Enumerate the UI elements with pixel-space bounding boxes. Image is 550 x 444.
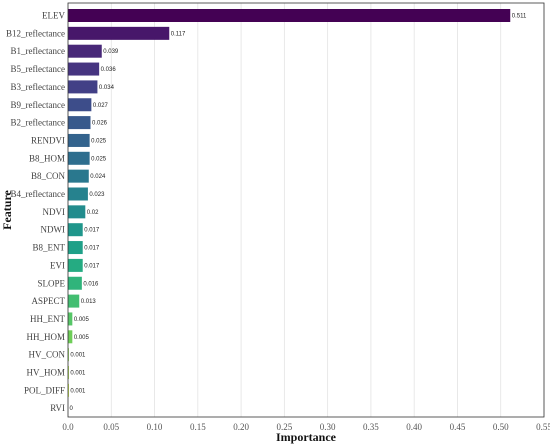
bar — [68, 9, 511, 22]
bar — [68, 383, 69, 397]
value-label: 0 — [70, 406, 74, 412]
x-tick-label: 0.10 — [147, 422, 163, 432]
bar — [68, 205, 86, 219]
category-label: HH_HOM — [26, 332, 65, 342]
value-label: 0.027 — [93, 103, 109, 109]
bar — [68, 169, 89, 183]
value-label: 0.024 — [90, 174, 106, 180]
bar — [68, 241, 83, 255]
value-label: 0.023 — [89, 192, 105, 198]
x-tick-label: 0.25 — [276, 422, 292, 432]
x-tick-label: 0.30 — [320, 422, 336, 432]
value-label: 0.016 — [83, 281, 99, 287]
value-labels: 0.511 0.117 0.039 0.036 0.034 0.027 0.026 0.025… — [70, 14, 527, 413]
category-label: B8_ENT — [33, 243, 66, 253]
bar — [68, 98, 92, 112]
value-label: 0.013 — [81, 299, 97, 305]
y-axis-title: Feature — [0, 189, 14, 229]
bar — [68, 348, 69, 362]
value-label: 0.034 — [99, 85, 115, 91]
value-label: 0.025 — [91, 156, 107, 162]
category-label: RVI — [50, 403, 65, 413]
bar — [68, 133, 90, 147]
category-label: B9_reflectance — [11, 100, 65, 110]
category-label: B8_HOM — [29, 153, 65, 163]
value-label: 0.005 — [74, 317, 90, 323]
bar — [68, 258, 83, 272]
x-tick-label: 0.50 — [493, 422, 509, 432]
bar — [68, 80, 98, 94]
value-label: 0.017 — [84, 263, 100, 269]
value-label: 0.026 — [92, 121, 108, 127]
category-label: NDWI — [41, 225, 66, 235]
bars — [68, 9, 511, 397]
category-label: HH_ENT — [30, 314, 65, 324]
value-label: 0.039 — [103, 49, 119, 55]
grid-lines — [67, 3, 545, 417]
bar — [68, 294, 80, 308]
value-label: 0.005 — [74, 335, 90, 341]
value-label: 0.025 — [91, 138, 107, 144]
x-tick-labels: 0.0 0.05 0.10 0.15 0.20 0.25 0.30 0.35 0.40 0.45 0… — [62, 422, 550, 432]
x-tick-label: 0.05 — [103, 422, 119, 432]
x-tick-label: 0.15 — [190, 422, 206, 432]
value-label: 0.117 — [171, 31, 186, 37]
value-label: 0.02 — [87, 210, 99, 216]
bar — [68, 330, 73, 344]
x-tick-label: 0.35 — [363, 422, 379, 432]
category-label: B2_reflectance — [11, 118, 65, 128]
bar — [68, 26, 170, 40]
value-label: 0.001 — [70, 388, 86, 394]
bar — [68, 44, 102, 58]
category-label: ASPECT — [31, 296, 65, 306]
category-label: ELEV — [42, 11, 65, 21]
x-tick-label: 0.20 — [233, 422, 249, 432]
value-label: 0.001 — [70, 371, 86, 377]
plot-frame — [67, 2, 545, 418]
category-label: NDVI — [43, 207, 66, 217]
category-label: B5_reflectance — [11, 64, 65, 74]
category-label: HV_HOM — [26, 368, 65, 378]
category-label: EVI — [50, 260, 65, 270]
value-label: 0.001 — [70, 353, 86, 359]
bar — [68, 312, 73, 326]
category-label: RENDVI — [31, 135, 65, 145]
value-label: 0.017 — [84, 228, 100, 234]
category-label: HV_CON — [28, 350, 65, 360]
x-tick-label: 0.40 — [406, 422, 422, 432]
x-axis-title: Importance — [276, 430, 337, 444]
x-tick-label: 0.45 — [450, 422, 466, 432]
bar — [68, 223, 83, 237]
category-label: B8_CON — [31, 171, 66, 181]
bar — [68, 276, 82, 290]
category-labels: ELEV B12_reflectance B1_reflectance B5_refl… — [6, 11, 65, 414]
x-tick-label: 0.55 — [536, 422, 550, 432]
category-label: B4_reflectance — [11, 189, 65, 199]
bar — [68, 62, 100, 76]
category-label: POL_DIFF — [24, 385, 65, 395]
category-label: B3_reflectance — [11, 82, 65, 92]
x-tick-label: 0.0 — [62, 422, 74, 432]
bar — [68, 366, 69, 379]
value-label: 0.017 — [84, 246, 100, 252]
category-label: SLOPE — [37, 278, 65, 288]
value-label: 0.036 — [101, 67, 117, 73]
bar — [68, 151, 90, 165]
value-label: 0.511 — [512, 14, 527, 20]
bar — [68, 116, 91, 130]
bar — [68, 187, 88, 201]
category-label: B12_reflectance — [6, 28, 65, 38]
category-label: B1_reflectance — [11, 46, 65, 56]
